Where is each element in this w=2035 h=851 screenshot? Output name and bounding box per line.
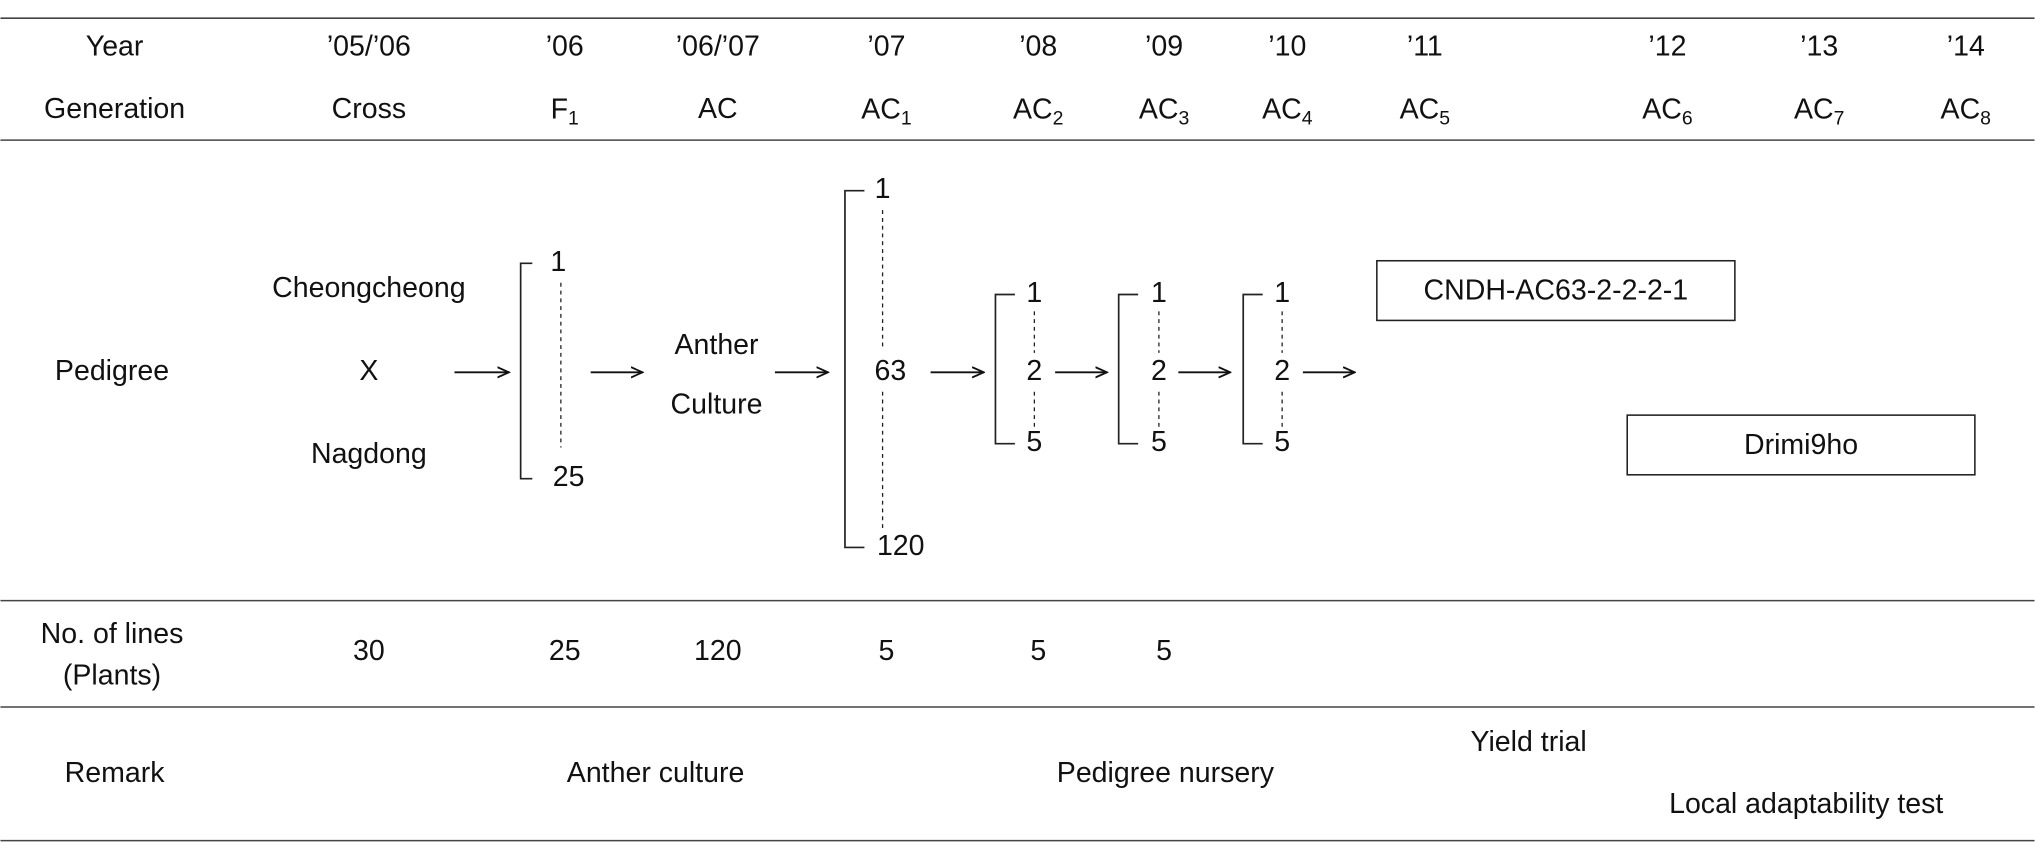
parent: Cheongcheong <box>272 272 465 304</box>
line-count: 5 <box>1030 635 1046 667</box>
generation-base: AC <box>1013 93 1053 125</box>
method: Anther <box>675 329 760 361</box>
bracket <box>519 262 533 480</box>
generation: AC4 <box>1262 93 1313 130</box>
row-label: Remark <box>65 757 166 789</box>
parent: X <box>359 355 378 387</box>
generation-sub: 8 <box>1980 107 1991 129</box>
generation: AC1 <box>861 93 911 130</box>
plant-number: 5 <box>1151 426 1167 458</box>
generation: AC3 <box>1139 93 1189 130</box>
line-count: 25 <box>549 635 581 667</box>
year: ’10 <box>1268 31 1306 63</box>
plant-number: 25 <box>553 461 585 493</box>
row-label: (Plants) <box>63 660 161 692</box>
generation: Cross <box>332 93 406 125</box>
generation: F1 <box>551 93 579 130</box>
generation-base: AC <box>1400 93 1440 125</box>
bracket <box>1242 293 1263 445</box>
generation-sub: 2 <box>1053 107 1064 129</box>
generation-base: AC <box>1794 93 1834 125</box>
generation-base: AC <box>1262 93 1302 125</box>
variety-box <box>1626 414 1976 476</box>
generation: AC7 <box>1794 93 1844 130</box>
generation-base: AC <box>861 93 901 125</box>
plant-number: 5 <box>1026 426 1042 458</box>
line-box <box>1376 259 1736 322</box>
plant-number: 1 <box>875 173 891 205</box>
plant-number: 5 <box>1274 426 1290 458</box>
parent: Nagdong <box>311 438 427 470</box>
plant-number: 2 <box>1274 355 1290 387</box>
generation: AC8 <box>1941 93 1991 130</box>
line-count: 5 <box>879 635 895 667</box>
generation: AC6 <box>1642 93 1692 130</box>
year: ’05/’06 <box>327 31 411 63</box>
generation-base: AC <box>1941 93 1981 125</box>
row-label: Year <box>86 31 144 63</box>
generation-sub: 3 <box>1178 107 1189 129</box>
year: ’12 <box>1648 31 1686 63</box>
plant-number: 120 <box>877 530 925 562</box>
year: ’06 <box>546 31 584 63</box>
generation-sub: 7 <box>1834 107 1845 129</box>
selected-line: CNDH-AC63-2-2-2-1 <box>1424 274 1689 306</box>
remark: Local adaptability test <box>1669 788 1943 820</box>
generation-sub: 4 <box>1302 107 1313 129</box>
generation-base: F <box>551 93 568 125</box>
line-count: 5 <box>1156 635 1172 667</box>
bracket <box>994 293 1015 445</box>
generation-sub: 6 <box>1682 107 1693 129</box>
generation-base: AC <box>1642 93 1682 125</box>
plant-number: 1 <box>1274 277 1290 309</box>
line-count: 30 <box>353 635 385 667</box>
year: ’08 <box>1019 31 1057 63</box>
remark: Anther culture <box>567 757 745 789</box>
plant-number: 2 <box>1026 355 1042 387</box>
bracket <box>1117 293 1139 445</box>
rules <box>0 17 2035 842</box>
row-label: Pedigree <box>55 355 169 387</box>
generation-sub: 1 <box>901 107 912 129</box>
year: ’13 <box>1800 31 1838 63</box>
remark: Pedigree nursery <box>1057 757 1275 789</box>
bracket <box>844 189 865 549</box>
generation: AC2 <box>1013 93 1063 130</box>
generation-sub: 5 <box>1439 107 1450 129</box>
pedigree-shapes <box>454 189 1976 549</box>
method: Culture <box>671 389 763 421</box>
year: ’07 <box>867 31 905 63</box>
generation-base: AC <box>1139 93 1179 125</box>
variety: Drimi9ho <box>1744 429 1858 461</box>
generation: AC5 <box>1400 93 1450 130</box>
plant-number: 63 <box>875 355 907 387</box>
year: ’14 <box>1947 31 1985 63</box>
row-label: No. of lines <box>41 618 184 650</box>
row-label: Generation <box>44 93 185 125</box>
year: ’11 <box>1407 31 1443 63</box>
year: ’06/’07 <box>676 31 760 63</box>
plant-number: 2 <box>1151 355 1167 387</box>
plant-number: 1 <box>1026 277 1042 309</box>
plant-number: 1 <box>1151 277 1167 309</box>
generation-sub: 1 <box>568 107 579 129</box>
generation: AC <box>698 93 738 125</box>
year: ’09 <box>1145 31 1183 63</box>
line-count: 120 <box>694 635 742 667</box>
remark: Yield trial <box>1471 726 1587 758</box>
plant-number: 1 <box>550 246 566 278</box>
